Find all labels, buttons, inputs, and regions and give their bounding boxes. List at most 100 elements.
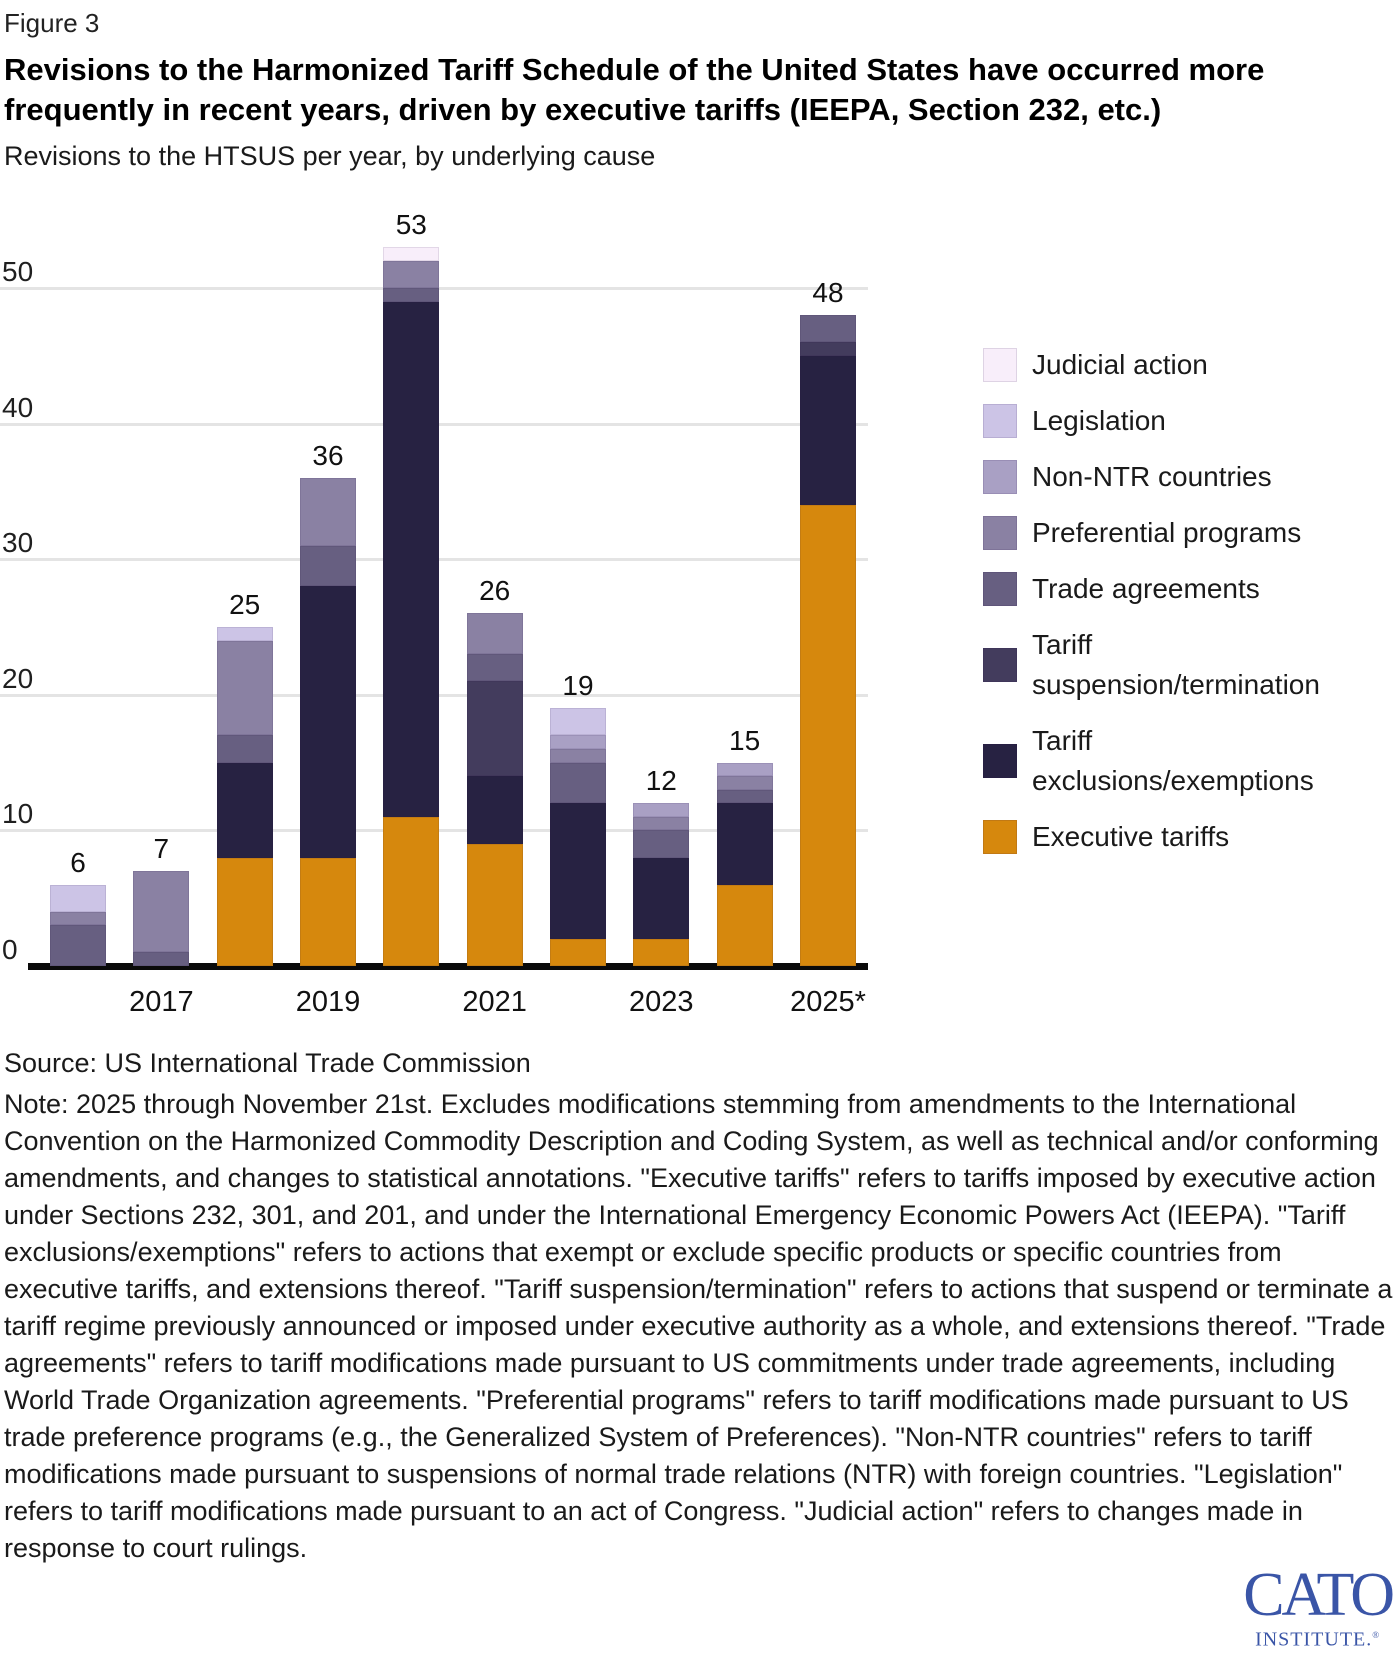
x-axis-tick-label: 2023 xyxy=(629,986,694,1018)
cato-institute-logo: CATO INSTITUTE.® xyxy=(1243,1561,1395,1651)
bar-segment xyxy=(216,627,273,641)
bar-segment xyxy=(799,315,856,343)
bar-segment xyxy=(633,816,690,831)
bar-segment xyxy=(633,938,690,966)
note-text: Note: 2025 through November 21st. Exclud… xyxy=(4,1089,1393,1563)
stacked-bar-chart: 0 10 20 30 40 50 6 7 25 36 53 26 19 12 15 48 2017 2019 202… xyxy=(0,209,868,1018)
legend-swatch xyxy=(983,516,1017,550)
bar-segment xyxy=(216,735,273,763)
bar-segment xyxy=(299,477,356,546)
legend-swatch xyxy=(983,820,1017,854)
bar-value-label: 15 xyxy=(729,724,761,756)
bar-segment xyxy=(383,816,440,966)
bar-segment xyxy=(50,911,106,926)
bar-segment xyxy=(716,789,773,804)
legend-swatch xyxy=(983,744,1017,778)
legend-item: Tariff exclusions/exemptions xyxy=(983,721,1383,801)
legend-swatch xyxy=(983,460,1017,494)
bar-segment xyxy=(466,654,523,682)
y-axis-tick-label: 10 xyxy=(2,798,34,830)
registered-mark: ® xyxy=(1372,1630,1381,1640)
bar-segment xyxy=(799,504,856,966)
cato-logo-wordmark: CATO xyxy=(1243,1561,1395,1629)
legend-label: Judicial action xyxy=(1032,349,1208,380)
bar-segment xyxy=(50,925,106,966)
chart-legend: Judicial action Legislation Non-NTR countr… xyxy=(983,345,1383,873)
figure-label: Figure 3 xyxy=(4,8,100,38)
legend-label: Non-NTR countries xyxy=(1032,461,1272,492)
bar-segment xyxy=(466,776,523,844)
bar-value-label: 12 xyxy=(645,765,677,797)
y-axis-tick-label: 0 xyxy=(2,934,18,965)
bar-segment xyxy=(633,803,690,817)
bar-segment xyxy=(383,260,440,288)
legend-item: Legislation xyxy=(983,401,1383,441)
bar-segment xyxy=(716,884,773,966)
bar-segment xyxy=(716,762,773,777)
legend-label: Legislation xyxy=(1032,405,1166,436)
cato-logo-institute: INSTITUTE.® xyxy=(1255,1628,1381,1651)
legend-label: Tariff suspension/termination xyxy=(1032,629,1320,700)
bar-segment xyxy=(299,857,356,966)
x-axis-line xyxy=(28,963,868,970)
legend-item: Tariff suspension/termination xyxy=(983,625,1383,705)
bar-value-label: 6 xyxy=(70,846,86,878)
y-axis-tick-label: 50 xyxy=(2,256,34,287)
legend-swatch xyxy=(983,348,1017,382)
bar-segment xyxy=(633,830,690,858)
bar-segment xyxy=(549,803,606,939)
bar-segment xyxy=(633,857,690,939)
bar-segment xyxy=(133,952,190,966)
legend-item: Judicial action xyxy=(983,345,1383,385)
bar-segment xyxy=(383,288,440,302)
bar-segment xyxy=(216,762,273,858)
bar-segment xyxy=(466,843,523,966)
legend-item: Non-NTR countries xyxy=(983,457,1383,497)
bar-segment xyxy=(299,586,356,858)
chart-subtitle: Revisions to the HTSUS per year, by unde… xyxy=(4,141,656,171)
bar-segment xyxy=(549,735,606,750)
bar-segment xyxy=(466,681,523,777)
y-axis-tick-label: 30 xyxy=(2,527,34,559)
bar-value-label: 36 xyxy=(312,439,344,471)
x-axis-tick-label: 2019 xyxy=(295,986,361,1018)
bar-value-label: 53 xyxy=(395,209,427,241)
bar-segment xyxy=(549,762,606,804)
bar-segment xyxy=(383,301,440,817)
x-axis-tick-label: 2017 xyxy=(129,986,194,1018)
bar-value-label: 26 xyxy=(479,575,511,607)
legend-swatch xyxy=(983,648,1017,682)
source-text: Source: US International Trade Commissio… xyxy=(4,1048,531,1078)
legend-item: Executive tariffs xyxy=(983,817,1383,857)
bar-value-label: 25 xyxy=(229,589,261,620)
legend-item: Preferential programs xyxy=(983,513,1383,553)
bar-segment xyxy=(299,545,356,587)
bar-segment xyxy=(216,857,273,966)
legend-label: Executive tariffs xyxy=(1032,821,1230,852)
bar-value-label: 7 xyxy=(153,833,170,865)
legend-label: Tariff exclusions/exemptions xyxy=(1032,725,1314,796)
legend-swatch xyxy=(983,572,1017,606)
legend-swatch xyxy=(983,404,1017,438)
legend-item: Trade agreements xyxy=(983,569,1383,609)
bar-segment xyxy=(549,749,606,763)
bar-segment xyxy=(716,803,773,885)
bar-segment xyxy=(799,355,856,505)
bar-segment xyxy=(133,871,190,953)
bar-value-label: 19 xyxy=(562,670,594,702)
bar-value-label: 48 xyxy=(812,277,844,309)
legend-label: Preferential programs xyxy=(1032,517,1302,548)
bar-segment xyxy=(216,640,273,736)
legend-label: Trade agreements xyxy=(1032,573,1260,604)
x-axis-tick-label: 2021 xyxy=(462,986,527,1018)
bar-segment xyxy=(50,884,106,912)
bar-segment xyxy=(466,613,523,655)
x-axis-tick-label: 2025* xyxy=(790,986,866,1018)
bar-segment xyxy=(549,708,606,736)
bar-segment xyxy=(799,342,856,356)
y-axis-tick-label: 20 xyxy=(2,662,34,694)
bar-segment xyxy=(716,776,773,790)
chart-title: Revisions to the Harmonized Tariff Sched… xyxy=(4,52,1265,127)
y-axis-tick-label: 40 xyxy=(2,391,34,423)
bar-segment xyxy=(383,247,440,261)
